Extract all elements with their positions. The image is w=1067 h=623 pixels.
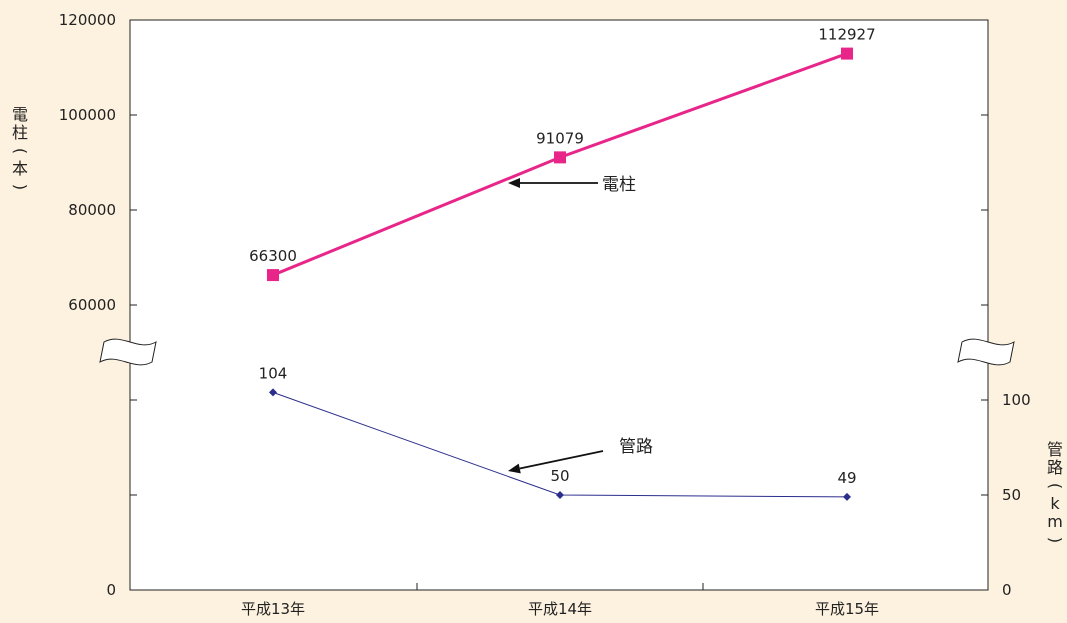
left-tick-label: 80000 [68,201,116,219]
annotation-2: 管路 [508,437,653,474]
left-tick-label: 120000 [59,11,116,29]
x-tick-label: 平成14年 [528,600,592,618]
axis-title-char: k [1050,494,1060,513]
data-label: 112927 [818,26,875,44]
plot-area [129,19,989,591]
axis-title-char: 管 [1047,440,1063,459]
right-tick-label: 100 [1002,391,1031,409]
data-point [554,151,566,164]
right-axis-title: 管路 ( km) [1046,440,1065,543]
annotation-label: 管路 [619,437,653,457]
left-axis-title: 電柱 ( 本) [11,105,30,190]
axis-title-char: m [1047,512,1063,531]
data-point [841,47,853,60]
axis-title-char: ( [1046,483,1065,489]
x-tick-label: 平成15年 [815,600,879,618]
data-point [556,491,564,499]
data-labels: 66300 91079 112927 104 50 49 [249,26,875,487]
axis-title-char: 柱 [12,123,28,142]
right-axis-break-icon [957,338,1015,366]
annotation-arrowhead-icon [508,178,520,188]
annotation-1: 電柱 [508,175,636,195]
axis-breaks [99,338,1015,366]
right-tick-label: 0 [1002,581,1012,599]
axes: 0 60000 80000 100000 120000 0 50 100 平成13年 平成14年 平… [11,11,1065,618]
data-label: 50 [550,467,569,485]
left-tick-label: 60000 [68,296,116,314]
data-point [843,492,851,501]
data-label: 66300 [249,247,297,265]
data-label: 49 [837,469,856,487]
axis-title-char: ( [11,148,30,154]
data-point [267,269,279,282]
annotation-arrow-line [519,450,604,470]
data-label: 104 [259,364,288,382]
axis-title-char: 路 [1047,458,1063,477]
annotation-arrowhead-icon [508,463,521,474]
x-tick-label: 平成13年 [241,600,305,618]
left-tick-label: 100000 [59,106,116,124]
axis-title-char: 電 [12,105,28,124]
axis-title-char: ) [11,184,30,190]
axis-title-char: ) [1046,537,1065,543]
right-tick-label: 50 [1002,486,1021,504]
annotation-label: 電柱 [602,175,636,195]
data-point [269,388,277,397]
series-group [267,47,853,501]
axis-title-char: 本 [12,159,28,178]
left-tick-label: 0 [106,581,116,599]
data-label: 91079 [536,129,584,147]
left-axis-break-icon [99,338,157,366]
